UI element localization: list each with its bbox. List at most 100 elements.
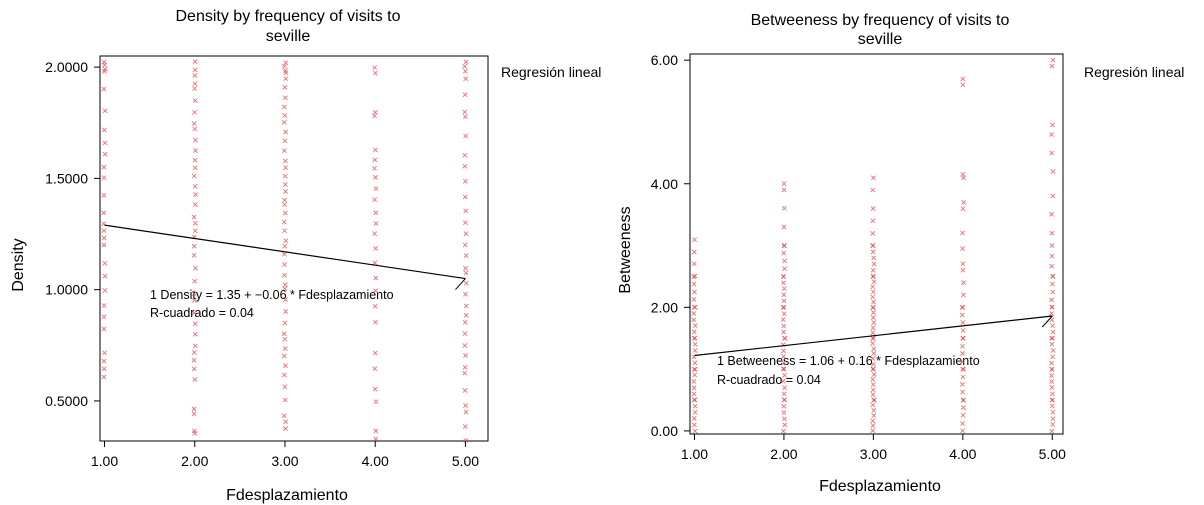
scatter-point: [101, 326, 107, 332]
scatter-point: [101, 86, 107, 92]
scatter-point: [191, 214, 197, 220]
scatter-point: [193, 192, 198, 197]
scatter-point: [283, 189, 288, 194]
scatter-point: [870, 267, 876, 273]
scatter-point: [462, 92, 468, 98]
scatter-point: [282, 113, 288, 118]
scatter-point: [463, 280, 469, 286]
scatter-point: [960, 320, 966, 326]
scatter-point: [192, 265, 198, 271]
scatter-point: [782, 336, 788, 341]
scatter-point: [282, 138, 288, 144]
scatter-point: [192, 321, 198, 327]
scatter-point: [373, 288, 379, 294]
x-tick-label: 1.00: [91, 453, 118, 469]
betweeness-chart: Betweeness by frequency of visits to sev…: [617, 12, 1184, 495]
scatter-point: [691, 261, 697, 267]
scatter-point: [462, 178, 468, 184]
scatter-point: [1049, 132, 1054, 137]
scatter-point: [462, 319, 468, 325]
scatter-point: [780, 428, 786, 434]
scatter-point: [691, 391, 697, 397]
scatter-point: [692, 304, 698, 310]
scatter-point: [101, 164, 107, 170]
scatter-point: [192, 202, 198, 207]
x-tick-label: 4.00: [949, 446, 976, 462]
y-tick-label: 2.00: [651, 299, 678, 315]
x-axis-label: Fdesplazamiento: [819, 478, 941, 495]
scatter-point: [101, 175, 107, 181]
scatter-point: [282, 397, 288, 403]
scatter-point: [871, 310, 876, 315]
scatter-point: [781, 416, 787, 422]
scatter-points: [101, 59, 469, 443]
scatter-point: [870, 305, 876, 310]
scatter-point: [283, 129, 289, 135]
scatter-point: [692, 289, 697, 295]
scatter-point: [870, 249, 876, 255]
scatter-point: [191, 428, 197, 434]
scatter-point: [781, 403, 787, 409]
scatter-point: [101, 235, 107, 241]
scatter-point: [372, 65, 378, 71]
scatter-point: [1049, 297, 1054, 303]
scatter-point: [1049, 311, 1054, 316]
scatter-point: [960, 230, 966, 236]
scatter-point: [870, 175, 876, 181]
scatter-point: [372, 113, 377, 119]
scatter-point: [782, 258, 787, 264]
scatter-point: [781, 298, 787, 304]
scatter-point: [870, 356, 876, 361]
scatter-point: [692, 341, 698, 347]
scatter-point: [870, 330, 876, 336]
scatter-point: [782, 397, 787, 403]
scatter-point: [462, 109, 468, 115]
scatter-point: [372, 197, 378, 203]
scatter-point: [781, 323, 787, 329]
scatter-point: [781, 304, 787, 310]
scatter-point: [692, 360, 698, 366]
scatter-point: [282, 286, 288, 292]
scatter-point: [192, 331, 198, 337]
scatter-point: [192, 377, 198, 382]
scatter-point: [463, 270, 469, 276]
scatter-point: [191, 357, 197, 363]
scatter-point: [463, 76, 469, 82]
scatter-point: [282, 95, 288, 101]
scatter-point: [691, 329, 697, 335]
scatter-point: [870, 387, 876, 393]
chart-title-line-2: seville: [266, 28, 311, 45]
scatter-point: [373, 221, 379, 226]
scatter-point: [101, 374, 107, 380]
scatter-point: [691, 281, 697, 287]
scatter-point: [1050, 329, 1056, 335]
scatter-point: [101, 210, 107, 216]
scatter-point: [102, 273, 108, 279]
scatter-point: [692, 323, 698, 328]
scatter-point: [871, 397, 877, 403]
scatter-point: [781, 205, 787, 211]
scatter-point: [960, 267, 966, 273]
scatter-point: [870, 315, 876, 321]
scatter-point: [692, 397, 698, 403]
scatter-point: [192, 86, 197, 91]
scatter-point: [960, 171, 966, 177]
x-tick-label: 2.00: [770, 446, 797, 462]
x-axis-label: Fdesplazamiento: [226, 487, 348, 504]
scatter-point: [282, 336, 288, 342]
scatter-point: [1049, 304, 1055, 310]
scatter-point: [870, 206, 876, 211]
scatter-point: [282, 228, 287, 234]
scatter-point: [372, 109, 378, 115]
scatter-point: [373, 319, 378, 325]
scatter-point: [282, 210, 288, 216]
scatter-point: [101, 366, 107, 372]
scatter-point: [960, 76, 966, 82]
scatter-point: [780, 378, 786, 384]
scatter-point: [462, 387, 468, 393]
scatter-point: [191, 291, 197, 296]
scatter-point: [463, 409, 469, 415]
scatter-point: [781, 360, 787, 366]
scatter-point: [373, 399, 379, 405]
scatter-point: [192, 67, 198, 73]
